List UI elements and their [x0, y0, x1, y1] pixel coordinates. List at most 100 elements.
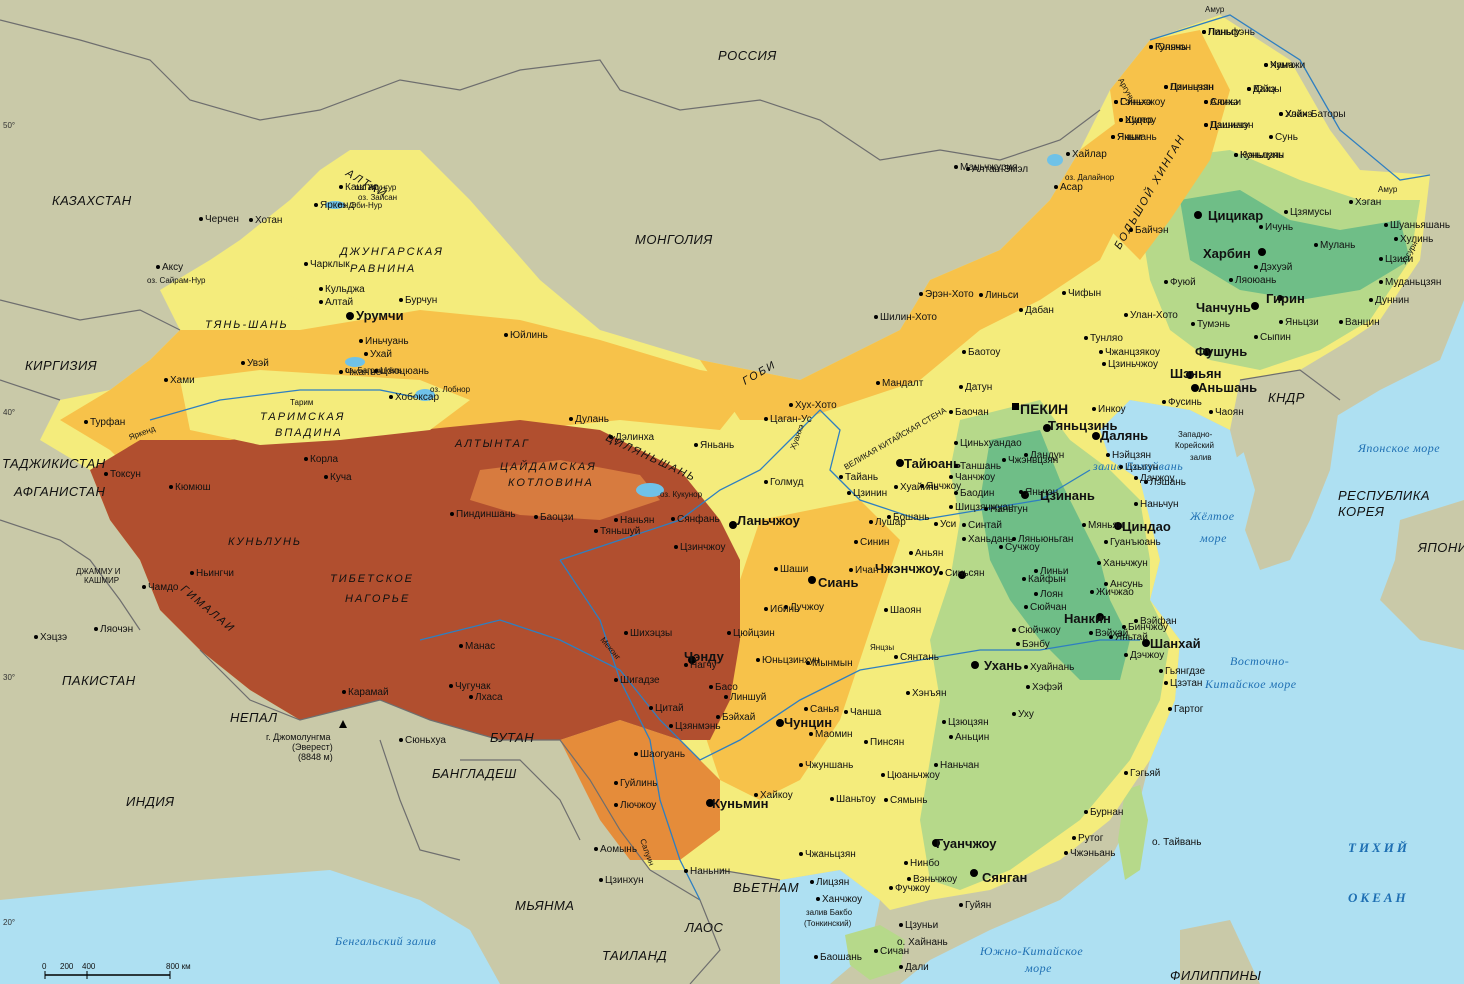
minor-city-dot	[1084, 810, 1088, 814]
minor-city-label: Цзинхун	[605, 875, 644, 886]
country-myanmar: МЬЯНМА	[515, 898, 574, 913]
minor-city-label: Чжанцзякоу	[1105, 347, 1160, 358]
minor-city-dot	[1191, 322, 1195, 326]
minor-city-label: Дэхуэй	[1260, 262, 1292, 273]
city-urumqi: Урумчи	[356, 308, 404, 323]
minor-city-dot	[399, 298, 403, 302]
minor-city-label: Яньань	[700, 440, 734, 451]
region-jammu: ДЖАММУ И	[76, 567, 121, 576]
minor-city-dot	[169, 485, 173, 489]
minor-city-label: Чанчжоу	[955, 472, 995, 483]
minor-city-label: Пинсян	[870, 737, 904, 748]
peak-marker	[339, 720, 347, 728]
minor-city-dot	[1264, 63, 1268, 67]
minor-city-dot	[1349, 200, 1353, 204]
country-bangladesh: БАНГЛАДЕШ	[432, 766, 517, 781]
minor-city-dot	[1202, 30, 1206, 34]
city-dot-qiqihar	[1194, 211, 1202, 219]
minor-city-dot	[1314, 243, 1318, 247]
country-kazakhstan: КАЗАХСТАН	[52, 193, 132, 208]
minor-city-label: Нэйцзян	[1112, 450, 1151, 461]
yellow-sea	[1100, 400, 1240, 540]
minor-city-dot	[449, 684, 453, 688]
minor-city-label: Чжаньцзян	[805, 849, 856, 860]
minor-city-label: Хэган	[1355, 197, 1381, 208]
minor-city-dot	[942, 720, 946, 724]
minor-city-dot	[1097, 561, 1101, 565]
minor-city-dot	[1106, 453, 1110, 457]
minor-city-label: Хотан	[255, 215, 282, 226]
minor-city-dot	[864, 740, 868, 744]
minor-city-label: Сюньи	[1210, 97, 1241, 108]
scale-bar: 0 200 400 800 км	[42, 962, 191, 979]
capital-marker	[1012, 403, 1019, 410]
minor-city-label: Таншань	[960, 461, 1001, 472]
scale-200: 200	[60, 962, 74, 971]
city-dot-qingdao	[1114, 522, 1122, 530]
minor-city-label: Гэгьяй	[1130, 768, 1160, 779]
minor-city-dot	[649, 706, 653, 710]
minor-city-markers	[34, 30, 1398, 969]
minor-city-label: Баотоу	[968, 347, 1000, 358]
minor-city-label: Ляоюань	[1235, 275, 1276, 286]
lake-qinghai	[636, 483, 664, 497]
minor-city-label: Пиндиншань	[456, 509, 516, 520]
minor-city-label: Сюньхуа	[405, 735, 446, 746]
city-tianjin: Тяньцзинь	[1048, 418, 1118, 433]
minor-city-dot	[1114, 100, 1118, 104]
minor-city-dot	[874, 315, 878, 319]
minor-city-label: Хайлар	[1072, 149, 1107, 160]
songliao-plain	[1180, 190, 1410, 300]
region-plateau: НАГОРЬЕ	[345, 593, 410, 605]
city-dot-shanghai	[1142, 639, 1150, 647]
capital-beijing[interactable]: ПЕКИН	[1012, 401, 1068, 417]
minor-city-dot	[909, 551, 913, 555]
korea-land	[1240, 370, 1340, 570]
minor-city-dot	[609, 435, 613, 439]
city-nanjing: Нанкин	[1064, 611, 1111, 626]
minor-city-label: Уху	[1018, 709, 1034, 720]
minor-city-label: Мынмын	[812, 658, 853, 669]
minor-city-dot	[684, 663, 688, 667]
region-qaidam-basin: КОТЛОВИНА	[508, 477, 594, 489]
minor-city-label: Дабан	[1025, 304, 1054, 316]
minor-city-dot	[304, 457, 308, 461]
minor-city-dot	[1019, 490, 1023, 494]
lake-bosten	[345, 357, 365, 367]
minor-city-label: Наньнин	[690, 866, 730, 877]
minor-city-dot	[1054, 185, 1058, 189]
minor-city-label: Сыпин	[1260, 332, 1291, 343]
minor-city-dot	[764, 607, 768, 611]
east-high-belt	[700, 500, 900, 800]
minor-city-label: Ляочэн	[100, 624, 133, 635]
ocean-label-1: ТИХИЙ	[1348, 840, 1410, 855]
minor-city-dot	[1254, 265, 1258, 269]
minor-city-dot	[614, 518, 618, 522]
minor-city-dot	[962, 350, 966, 354]
minor-city-label: Линьцзян	[1170, 82, 1214, 93]
minor-city-dot	[830, 797, 834, 801]
minor-city-label: Ханчжоу	[822, 894, 862, 905]
minor-city-dot	[949, 475, 953, 479]
minor-city-dot	[1134, 502, 1138, 506]
minor-city-dot	[876, 381, 880, 385]
minor-city-dot	[1162, 400, 1166, 404]
minor-city-dot	[816, 897, 820, 901]
minor-city-dot	[849, 568, 853, 572]
minor-city-label: Цюаньчжоу	[887, 770, 940, 781]
minor-city-dot	[1026, 685, 1030, 689]
greater-khingan	[1110, 30, 1230, 260]
minor-city-dot	[962, 523, 966, 527]
minor-city-label: Сюйчжоу	[1018, 625, 1061, 636]
qaidam-basin	[470, 460, 660, 520]
minor-city-dot	[614, 678, 618, 682]
minor-city-label: Цитай	[655, 703, 684, 714]
scale-0: 0	[42, 962, 47, 971]
minor-city-dot	[1259, 225, 1263, 229]
minor-city-dot	[756, 658, 760, 662]
minor-city-label: Линьи	[1040, 566, 1068, 577]
philippines-land	[1180, 920, 1260, 984]
minor-city-dot	[1279, 112, 1283, 116]
country-tajikistan: ТАДЖИКИСТАН	[2, 456, 106, 471]
country-russia: РОССИЯ	[718, 48, 777, 63]
